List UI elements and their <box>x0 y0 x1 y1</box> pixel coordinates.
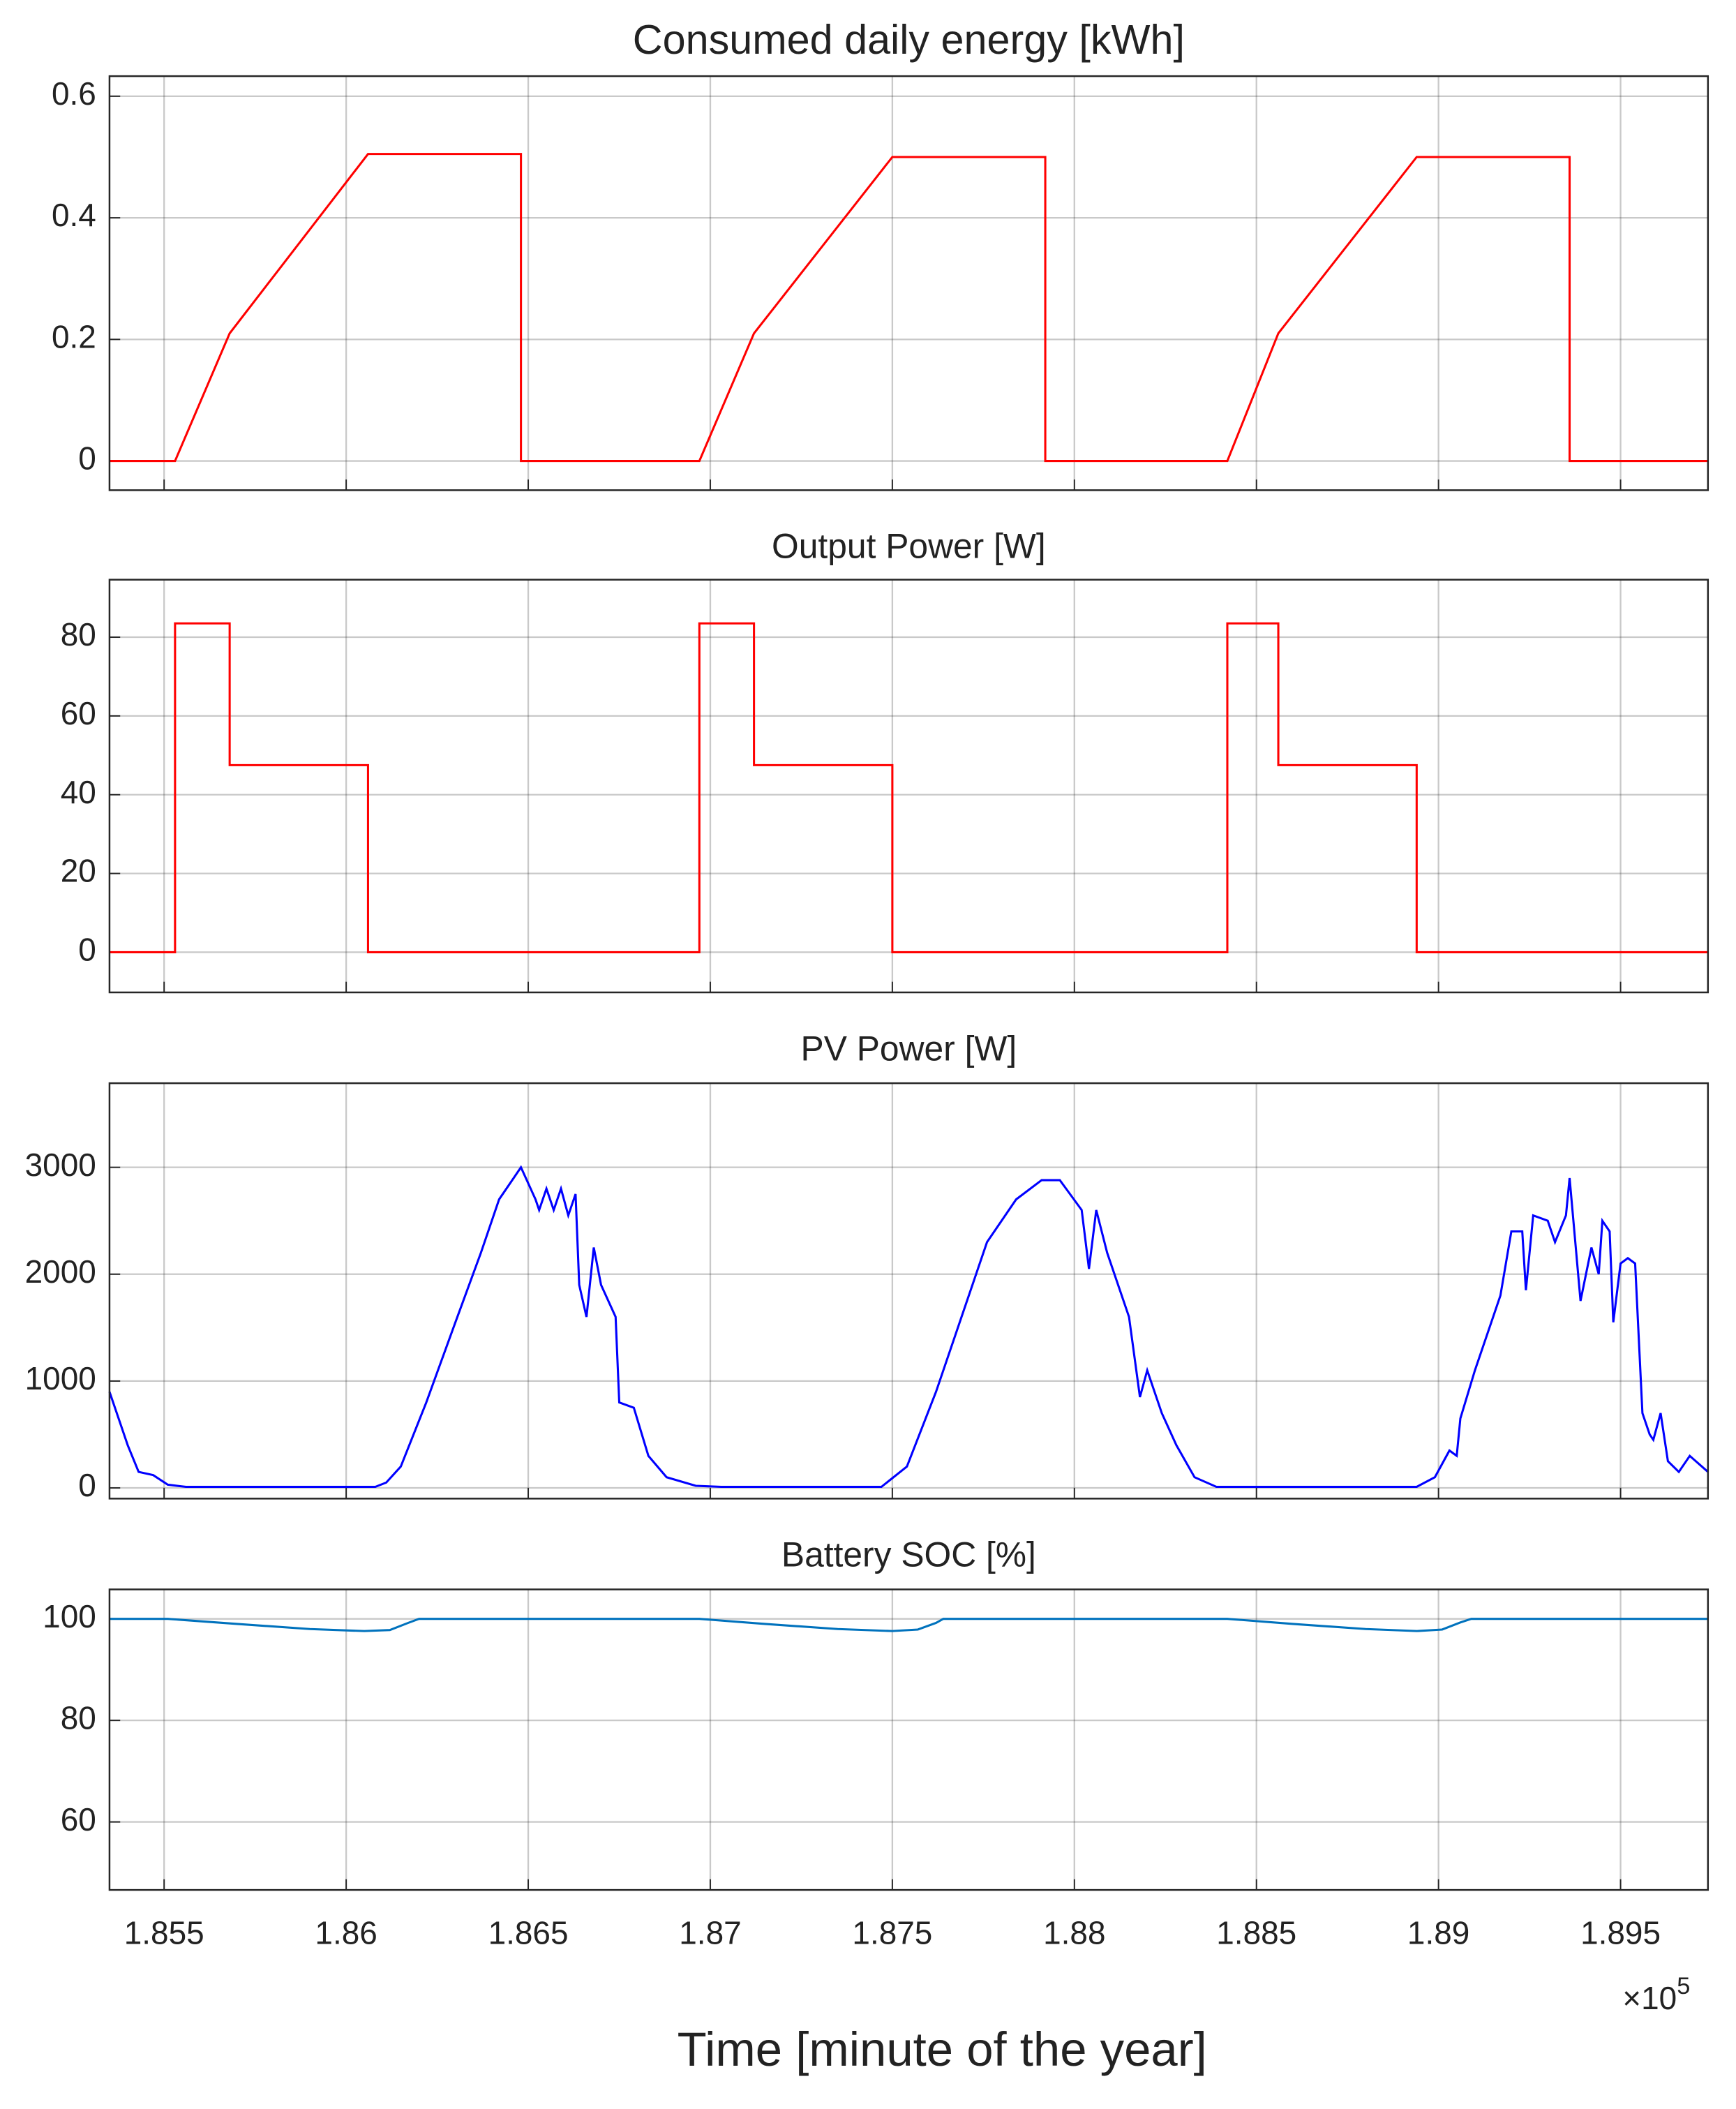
y-tick-label: 80 <box>61 1699 96 1736</box>
subplot: Battery SOC [%] 1.855 1.86 1.865 1.87 1.875 1.… <box>43 1535 1709 2076</box>
plot-area <box>109 1083 1708 1499</box>
y-tick-label: 1000 <box>25 1360 96 1396</box>
axes-frame <box>108 75 1709 491</box>
x-tick-label: 1.865 <box>488 1914 569 1951</box>
y-tick-label: 0.2 <box>52 318 96 355</box>
y-tick-label: 2000 <box>25 1253 96 1290</box>
y-tick-label: 0.4 <box>52 197 96 233</box>
y-tick-label: 3000 <box>25 1147 96 1183</box>
y-tick-label: 60 <box>61 1801 96 1838</box>
x-tick-label: 1.87 <box>679 1914 741 1951</box>
x-tick-label: 1.855 <box>124 1914 204 1951</box>
subplot-title: Consumed daily energy [kWh] <box>633 16 1185 63</box>
subplot: Output Power [W] 0 20 40 60 80 <box>61 527 1709 994</box>
y-tick-label: 80 <box>61 616 96 653</box>
subplot-title: Battery SOC [%] <box>781 1535 1036 1574</box>
x-tick-label: 1.885 <box>1216 1914 1296 1951</box>
y-tick-label: 60 <box>61 695 96 731</box>
axes-frame <box>108 1082 1709 1500</box>
subplot-title: PV Power [W] <box>801 1029 1017 1068</box>
x-tick-label: 1.89 <box>1407 1914 1469 1951</box>
subplot-title: Output Power [W] <box>772 527 1046 566</box>
data-line <box>109 622 1708 953</box>
y-tick-label: 0 <box>78 440 96 477</box>
y-tick-label: 0 <box>78 1467 96 1503</box>
x-tick-label: 1.875 <box>852 1914 932 1951</box>
x-scale-label: ×105 <box>1622 1973 1690 2016</box>
x-scale-exponent: 5 <box>1677 1973 1690 1999</box>
axes-frame <box>108 579 1709 994</box>
plot-area <box>109 1589 1708 1891</box>
x-tick-label: 1.86 <box>315 1914 377 1951</box>
subplot: Consumed daily energy [kWh] 0 0.2 0.4 0.6 <box>52 16 1709 491</box>
y-tick-label: 0 <box>78 932 96 968</box>
subplot: PV Power [W] 0 1000 2000 3000 <box>25 1029 1709 1503</box>
x-axis-label: Time [minute of the year] <box>678 2022 1207 2076</box>
y-tick-label: 100 <box>43 1598 96 1634</box>
axes-frame <box>108 1588 1709 1891</box>
y-tick-label: 0.6 <box>52 75 96 112</box>
y-tick-label: 40 <box>61 774 96 810</box>
data-line <box>109 153 1708 463</box>
plot-area <box>109 579 1708 993</box>
plot-area <box>109 76 1708 491</box>
x-tick-label: 1.895 <box>1580 1914 1661 1951</box>
y-tick-label: 20 <box>61 853 96 889</box>
data-line <box>108 1165 1709 1489</box>
data-line <box>109 1618 1708 1632</box>
x-scale-base: ×10 <box>1622 1980 1677 2016</box>
x-tick-label: 1.88 <box>1043 1914 1105 1951</box>
